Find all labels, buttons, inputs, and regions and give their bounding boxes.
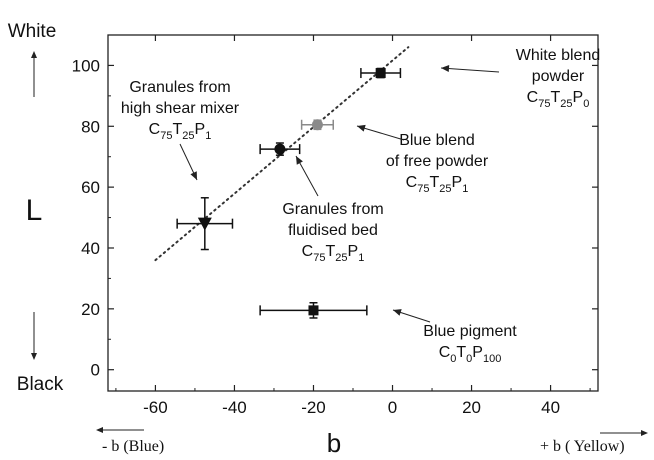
x-axis-label: b [327,428,341,458]
x-tick-label: 40 [541,398,560,417]
formula-symbol: P [573,89,584,106]
formula-subscript: 25 [335,252,347,264]
point-formula: C75T25P1 [406,174,469,195]
x-tick-label: -60 [143,398,168,417]
point-formula: C75T25P1 [149,121,212,142]
formula-subscript: 0 [466,353,472,365]
point-label-line: Blue blend [399,132,475,149]
triangle-marker [197,217,212,231]
point-label-line: Granules from [282,201,383,218]
formula-symbol: T [456,344,466,361]
black-label: Black [17,374,64,395]
point-label-line: Granules from [129,79,230,96]
formula-subscript: 75 [538,98,550,110]
point-label-line: White blend [516,47,601,64]
formula-subscript: 75 [313,252,325,264]
x-tick-label: -20 [301,398,326,417]
formula-symbol: P [452,174,463,191]
formula-symbol: C [527,89,539,106]
point-formula: C75T25P1 [302,243,365,264]
x-tick-label: 0 [388,398,397,417]
formula-subscript: 1 [462,183,468,195]
y-tick-label: 40 [81,239,100,258]
formula-symbol: T [550,89,560,106]
formula-subscript: 25 [439,183,451,195]
point-formula: C75T25P0 [527,89,590,110]
formula-subscript: 75 [417,183,429,195]
leader-line [356,125,405,141]
y-tick-label: 20 [81,300,100,319]
white-label: White [8,21,57,42]
circle-marker [311,119,323,131]
blue-left-arrow [96,427,144,433]
formula-subscript: 0 [583,98,589,110]
formula-symbol: P [472,344,483,361]
square-marker [308,305,319,316]
point-label-line: powder [532,68,585,85]
point-label-line: Blue pigment [423,323,517,340]
formula-subscript: 75 [160,130,172,142]
formula-symbol: P [195,121,206,138]
point-label-line: fluidised bed [288,222,378,239]
formula-symbol: C [406,174,418,191]
leader-arrowhead [296,156,303,165]
formula-symbol: P [348,243,359,260]
leader-arrows [179,65,500,323]
formula-symbol: C [439,344,451,361]
yellow-right-arrow [600,430,648,436]
square-marker [375,68,386,79]
white-up-arrow [31,51,37,97]
y-tick-label: 60 [81,178,100,197]
formula-symbol: T [429,174,439,191]
formula-subscript: 1 [205,130,211,142]
black-down-arrow [31,312,37,360]
formula-subscript: 25 [560,98,572,110]
formula-subscript: 1 [358,252,364,264]
leader-arrowhead [441,65,450,73]
minus-b-blue-label: - b (Blue) [102,438,164,455]
point-formula: C0T0P100 [439,344,502,365]
y-axis-label: L [26,194,43,227]
leader-line [440,67,500,73]
formula-subscript: 25 [182,130,194,142]
leader-arrowhead [357,124,366,132]
point-label-line: of free powder [386,153,489,170]
formula-symbol: C [149,121,161,138]
plus-b-yellow-label: + b ( Yellow) [540,438,625,455]
formula-symbol: T [325,243,335,260]
formula-subscript: 100 [483,353,501,365]
y-tick-label: 0 [91,361,100,380]
y-tick-label: 80 [81,117,100,136]
circle-marker [274,143,286,155]
formula-symbol: T [172,121,182,138]
leader-arrowhead [190,171,197,180]
formula-subscript: 0 [450,353,456,365]
y-tick-label: 100 [72,56,100,75]
x-tick-label: 20 [462,398,481,417]
point-label-line: high shear mixer [121,100,240,117]
leader-arrowhead [393,309,402,316]
data-points [176,67,402,319]
x-tick-label: -40 [222,398,247,417]
formula-symbol: C [302,243,314,260]
